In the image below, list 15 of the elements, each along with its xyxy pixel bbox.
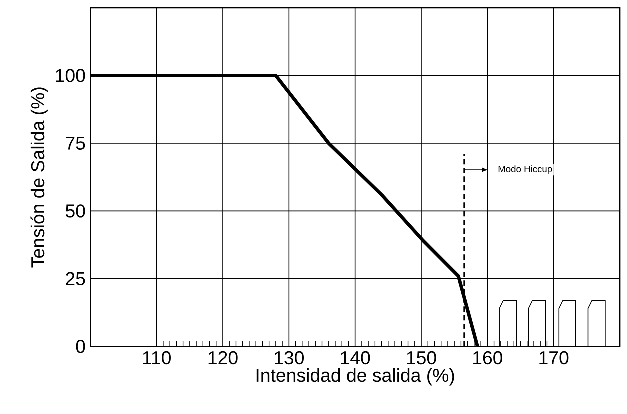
y-axis-title: Tensión de Salida (%) (30, 88, 48, 268)
x-tick-label: 110 (143, 351, 171, 365)
x-axis-title: Intensidad de salida (%) (256, 368, 454, 386)
x-tick-label: 170 (540, 351, 569, 365)
x-tick-label: 120 (208, 351, 238, 365)
y-tick-label: 0 (76, 340, 86, 354)
y-tick-label: 25 (66, 272, 86, 286)
annotation: Modo Hiccup (498, 166, 552, 174)
y-tick-label: 100 (56, 69, 86, 82)
y-tick-label: 75 (66, 136, 86, 150)
x-tick-label: 140 (341, 351, 370, 365)
x-tick-label: 130 (275, 351, 304, 365)
x-tick-label: 150 (407, 351, 436, 365)
y-tick-label: 50 (66, 204, 86, 218)
x-tick-label: 160 (474, 351, 503, 365)
